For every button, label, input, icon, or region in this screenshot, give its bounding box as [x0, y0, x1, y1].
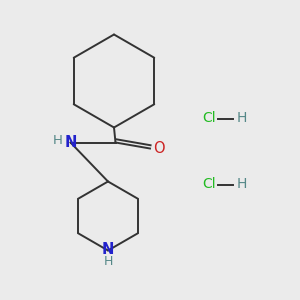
Text: N: N	[64, 135, 77, 150]
Text: N: N	[102, 242, 114, 256]
Text: Cl: Cl	[202, 178, 216, 191]
Text: O: O	[154, 141, 165, 156]
Text: Cl: Cl	[202, 112, 216, 125]
Text: H: H	[236, 112, 247, 125]
Text: H: H	[236, 178, 247, 191]
Text: H: H	[53, 134, 63, 148]
Text: H: H	[103, 255, 113, 268]
